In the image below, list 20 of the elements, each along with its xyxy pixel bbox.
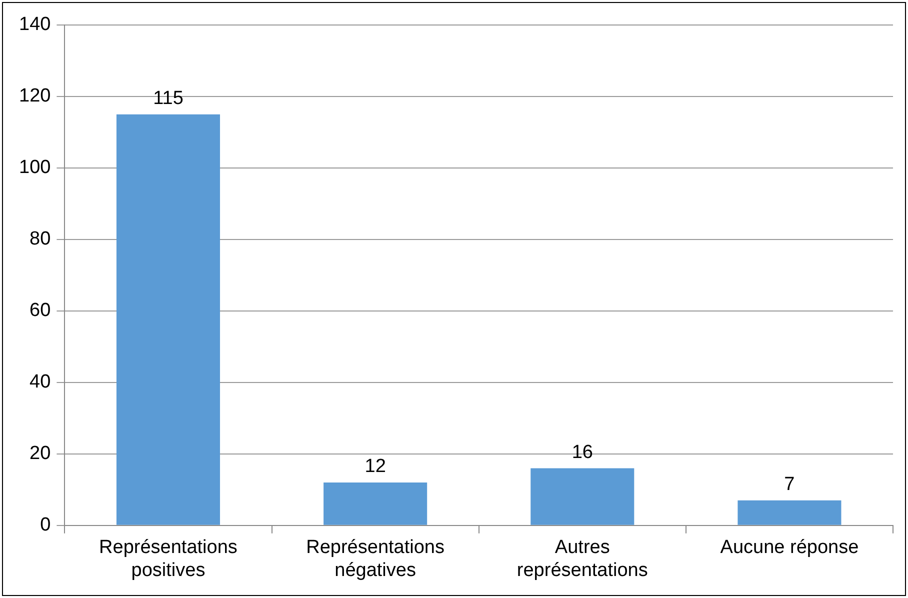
bar [116,114,220,525]
y-tick-label: 140 [19,14,51,36]
y-tick-label: 60 [30,300,51,322]
x-tick-label: Aucune réponse [720,537,859,558]
y-tick-label: 100 [19,157,51,178]
y-tick-label: 0 [40,514,51,536]
data-label: 12 [364,456,386,478]
bar [324,482,428,525]
y-tick-label: 20 [30,443,51,464]
x-tick-label: Représentations négatives [306,537,444,581]
data-label: 115 [153,88,184,110]
x-tick-label: Représentations positives [99,537,238,581]
x-tick-label: Autres représentations [516,537,648,581]
bar [530,468,634,525]
y-tick-label: 40 [30,372,51,393]
y-tick-label: 80 [30,228,51,250]
data-label: 16 [572,442,593,463]
bar [738,500,842,525]
y-tick-label: 120 [19,86,51,107]
data-label: 7 [784,474,795,496]
